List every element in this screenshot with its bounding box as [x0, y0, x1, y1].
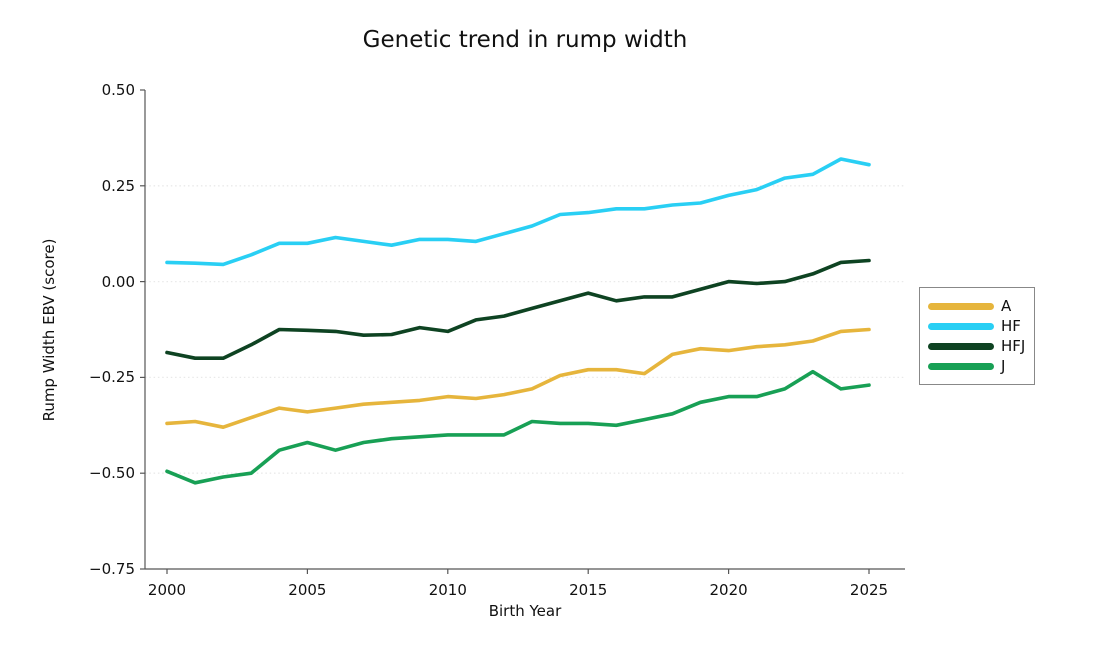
y-tick-label: −0.50: [89, 464, 135, 483]
chart-title: Genetic trend in rump width: [362, 27, 688, 53]
legend-entry-A: A: [928, 297, 1034, 316]
legend-label-A: A: [1001, 296, 1012, 315]
y-tick-label: −0.75: [89, 560, 135, 578]
x-tick-label: 2000: [147, 581, 187, 599]
series-line-J: [165, 369, 871, 485]
legend-swatch-HFJ: [928, 342, 994, 350]
legend-entry-J: J: [928, 357, 1034, 376]
legend-label-HFJ: HFJ: [1001, 336, 1026, 355]
y-tick-label: 0.00: [101, 272, 135, 291]
legend-swatch-HF: [928, 322, 994, 330]
x-tick-label: 2005: [288, 581, 327, 599]
y-tick-label: −0.25: [89, 368, 135, 387]
y-axis-label: Rump Width EBV (score): [40, 238, 58, 422]
series-line-A: [165, 327, 871, 430]
legend-swatch-A: [928, 302, 994, 310]
y-tick-label: 0.50: [101, 81, 135, 99]
legend-swatch-J: [928, 362, 994, 370]
x-tick-label: 2010: [428, 581, 467, 599]
series-line-HFJ: [165, 258, 871, 361]
y-tick-label: 0.25: [101, 176, 135, 195]
legend-entry-HF: HF: [928, 317, 1034, 336]
legend-entry-HFJ: HFJ: [928, 337, 1034, 356]
legend-label-HF: HF: [1001, 316, 1021, 335]
series-line-HF: [165, 157, 871, 267]
x-tick-label: 2015: [569, 581, 608, 599]
x-tick-label: 2020: [709, 581, 748, 599]
x-axis-label: Birth Year: [488, 602, 562, 620]
legend: A HF HFJ J: [919, 287, 1035, 385]
x-tick-label: 2025: [849, 581, 889, 599]
legend-label-J: J: [1001, 356, 1006, 375]
